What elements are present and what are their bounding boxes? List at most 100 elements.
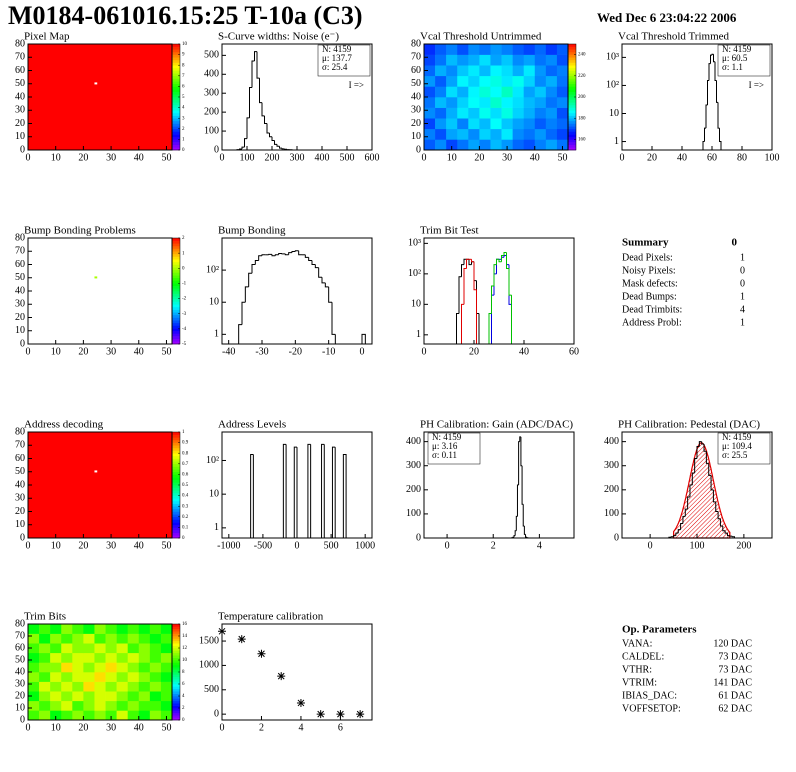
- panel-title: Address decoding: [24, 419, 104, 431]
- histogram-bin: [256, 51, 260, 79]
- colorbar-label: 0.5: [182, 483, 189, 488]
- colorbar-label: 10: [182, 42, 188, 47]
- map-cell: [105, 700, 117, 711]
- colorbar-strip: [172, 147, 180, 151]
- stats-line: σ: 25.4: [322, 62, 348, 72]
- map-cell: [116, 624, 128, 634]
- map-cell: [94, 691, 106, 702]
- map-cell: [39, 672, 51, 682]
- x-tick-label: 30: [106, 346, 116, 357]
- map-cell: [61, 691, 73, 702]
- parameter-value: 61 DAC: [718, 690, 752, 701]
- x-tick-label: 10: [51, 722, 61, 733]
- map-cell: [105, 691, 117, 702]
- colorbar-strip: [172, 97, 180, 100]
- y-tick-label: 1: [214, 329, 219, 340]
- colorbar-strip: [172, 667, 180, 670]
- colorbar-strip: [172, 110, 180, 114]
- histogram-bin: [308, 257, 312, 261]
- parameter-value: 73 DAC: [718, 664, 752, 675]
- y-tick-label: 70: [411, 52, 421, 63]
- histogram-bin: [501, 254, 504, 262]
- y-tick-label: 1: [214, 522, 219, 533]
- parameter-value: 62 DAC: [718, 703, 752, 714]
- colorbar-strip: [172, 652, 180, 656]
- x-tick-label: 20: [78, 722, 88, 733]
- colorbar-strip: [172, 264, 180, 268]
- histogram-bin: [519, 436, 521, 442]
- map-cell: [61, 643, 73, 654]
- histogram-bin: [514, 530, 517, 536]
- map-cell: [424, 65, 436, 77]
- histogram-bin: [712, 489, 716, 503]
- map-cell: [479, 75, 491, 87]
- colorbar-strip: [568, 147, 576, 151]
- x-tick-label: -1000: [217, 540, 240, 551]
- x-tick-label: -40: [222, 346, 235, 357]
- map-cell: [490, 107, 502, 119]
- map-cell: [50, 652, 62, 663]
- y-tick-label: 400: [204, 69, 219, 80]
- y-tick-label: 20: [15, 118, 25, 129]
- map-spot: [94, 82, 98, 85]
- histogram-bin: [254, 259, 259, 265]
- colorbar-label: 1: [182, 251, 185, 256]
- panel-title: Vcal Threshold Trimmed: [618, 31, 730, 43]
- summary-label: Dead Trimbits:: [622, 304, 682, 315]
- colorbar-strip: [568, 67, 576, 71]
- histogram-bin: [321, 277, 326, 284]
- x-tick-label: 50: [557, 152, 567, 163]
- x-tick-label: -10: [322, 346, 335, 357]
- summary-count: 1: [740, 291, 745, 302]
- y-tick-label: 0: [214, 708, 219, 719]
- colorbar-label: 6: [182, 85, 185, 90]
- colorbar-strip: [172, 650, 180, 654]
- colorbar-strip: [172, 89, 180, 92]
- map-cell: [83, 624, 95, 634]
- map-cell: [127, 633, 140, 644]
- y-tick-label: 0: [20, 144, 25, 155]
- colorbar-strip: [172, 293, 180, 297]
- y-tick-label: 80: [15, 426, 25, 437]
- map-cell: [512, 86, 524, 98]
- map-cell: [160, 633, 173, 644]
- map-cell: [116, 691, 128, 702]
- histogram-bin: [276, 144, 280, 147]
- map-cell: [468, 128, 480, 140]
- x-tick-label: 0: [445, 540, 450, 551]
- map-cell: [28, 710, 40, 721]
- x-tick-label: 30: [502, 152, 512, 163]
- map-cell: [105, 710, 117, 721]
- map-cell: [556, 139, 569, 151]
- point: [356, 710, 365, 719]
- map-cell: [138, 662, 151, 673]
- histogram-bin: [705, 451, 709, 464]
- map-cell: [28, 652, 40, 663]
- y-tick-label: 10: [209, 297, 219, 308]
- map-cell: [446, 54, 458, 66]
- stats-box: [717, 44, 771, 77]
- x-tick-label: 50: [161, 346, 171, 357]
- annotation: I =>: [349, 80, 364, 90]
- colorbar-strip: [172, 511, 180, 515]
- map-cell: [160, 652, 173, 663]
- map-cell: [435, 75, 447, 87]
- colorbar-strip: [172, 333, 180, 337]
- map-cell: [28, 643, 40, 654]
- colorbar-strip: [172, 527, 180, 531]
- colorbar-label: -4: [182, 327, 187, 332]
- map-cell: [94, 633, 106, 644]
- colorbar-strip: [568, 65, 576, 69]
- colorbar-strip: [172, 636, 180, 639]
- map-cell: [424, 118, 436, 130]
- colorbar-strip: [172, 139, 180, 143]
- map-cell: [50, 700, 62, 711]
- colorbar-strip: [172, 322, 180, 326]
- colorbar-strip: [172, 306, 180, 310]
- colorbar-strip: [172, 253, 180, 257]
- histogram-bin: [456, 313, 459, 344]
- histogram-bin: [520, 436, 523, 467]
- colorbar-strip: [172, 70, 180, 74]
- y-tick-label: 30: [15, 493, 25, 504]
- colorbar-strip: [172, 73, 180, 77]
